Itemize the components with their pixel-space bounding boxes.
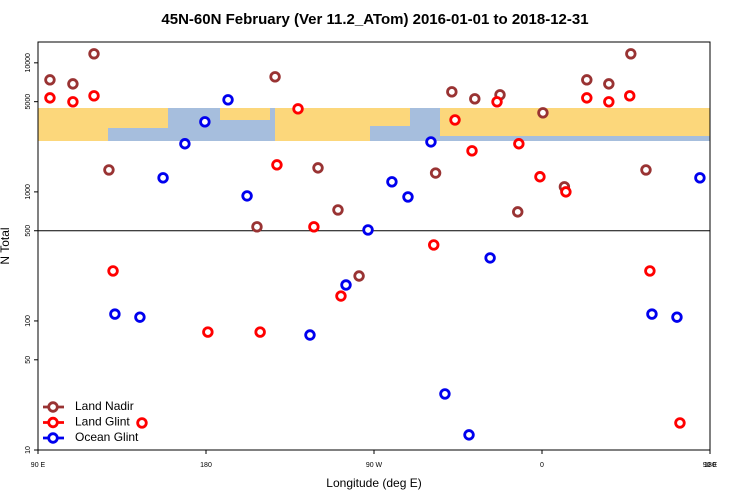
- y-tick-label: 10: [25, 446, 32, 454]
- data-point: [446, 86, 458, 98]
- data-point: [484, 252, 496, 264]
- data-point: [222, 94, 234, 106]
- data-point: [251, 221, 263, 233]
- data-point: [308, 221, 320, 233]
- data-point: [241, 190, 253, 202]
- data-point: [292, 103, 304, 115]
- map-strip: [38, 108, 710, 141]
- data-point: [88, 90, 100, 102]
- data-point: [332, 204, 344, 216]
- y-tick-label: 500: [25, 225, 32, 237]
- x-tick-label: 90 W: [366, 462, 383, 469]
- chart-title: 45N-60N February (Ver 11.2_ATom) 2016-01…: [161, 11, 588, 28]
- legend-label: Ocean Glint: [75, 430, 139, 444]
- data-point: [469, 93, 481, 105]
- data-point: [271, 159, 283, 171]
- data-point: [109, 308, 121, 320]
- data-point: [512, 206, 524, 218]
- data-point: [646, 308, 658, 320]
- y-tick-label: 1000: [25, 184, 32, 200]
- data-point: [386, 176, 398, 188]
- data-point: [513, 138, 525, 150]
- x-axis-label: Longitude (deg E): [326, 476, 421, 490]
- data-point: [624, 90, 636, 102]
- data-point: [254, 326, 266, 338]
- x-tick-label: 180: [704, 462, 716, 469]
- legend-label: Land Glint: [75, 415, 130, 429]
- data-point: [304, 329, 316, 341]
- data-point: [439, 388, 451, 400]
- data-point: [674, 417, 686, 429]
- data-point: [603, 96, 615, 108]
- data-point: [560, 186, 572, 198]
- data-point: [67, 96, 79, 108]
- data-point: [134, 311, 146, 323]
- y-tick-label: 5000: [25, 94, 32, 110]
- x-tick-label: 90 E: [703, 462, 718, 469]
- legend-marker: [47, 432, 59, 444]
- data-point: [157, 172, 169, 184]
- data-point: [466, 145, 478, 157]
- y-axis-label: N Total: [0, 227, 12, 264]
- data-point: [312, 162, 324, 174]
- data-point: [694, 172, 706, 184]
- data-point: [44, 92, 56, 104]
- data-point: [402, 191, 414, 203]
- y-tick-label: 10000: [25, 53, 32, 73]
- data-point: [644, 265, 656, 277]
- x-tick-label: 180: [200, 462, 212, 469]
- data-point: [534, 171, 546, 183]
- data-point: [269, 71, 281, 83]
- data-point: [603, 78, 615, 90]
- data-point: [428, 239, 440, 251]
- data-point: [425, 136, 437, 148]
- data-point: [581, 92, 593, 104]
- legend-label: Land Nadir: [75, 399, 134, 413]
- data-point: [136, 417, 148, 429]
- data-point: [353, 270, 365, 282]
- data-point: [202, 326, 214, 338]
- legend-marker: [47, 416, 59, 429]
- data-point: [103, 164, 115, 176]
- data-point: [44, 74, 56, 86]
- data-point: [581, 74, 593, 86]
- data-point: [625, 48, 637, 60]
- data-point: [491, 96, 503, 108]
- y-tick-label: 100: [25, 315, 32, 327]
- data-point: [67, 78, 79, 90]
- data-point: [88, 48, 100, 60]
- data-point: [340, 279, 352, 291]
- data-point: [449, 114, 461, 126]
- data-point: [640, 164, 652, 176]
- data-point: [671, 311, 683, 323]
- data-point: [199, 116, 211, 128]
- data-point: [537, 107, 549, 119]
- data-point: [107, 265, 119, 277]
- data-point: [335, 290, 347, 302]
- x-tick-label: 90 E: [31, 462, 46, 469]
- data-point: [429, 167, 442, 179]
- y-tick-label: 50: [25, 356, 32, 364]
- x-tick-label: 0: [540, 462, 544, 469]
- legend-marker: [47, 401, 59, 413]
- data-point: [179, 138, 191, 150]
- data-point: [463, 429, 475, 441]
- data-point: [362, 224, 374, 236]
